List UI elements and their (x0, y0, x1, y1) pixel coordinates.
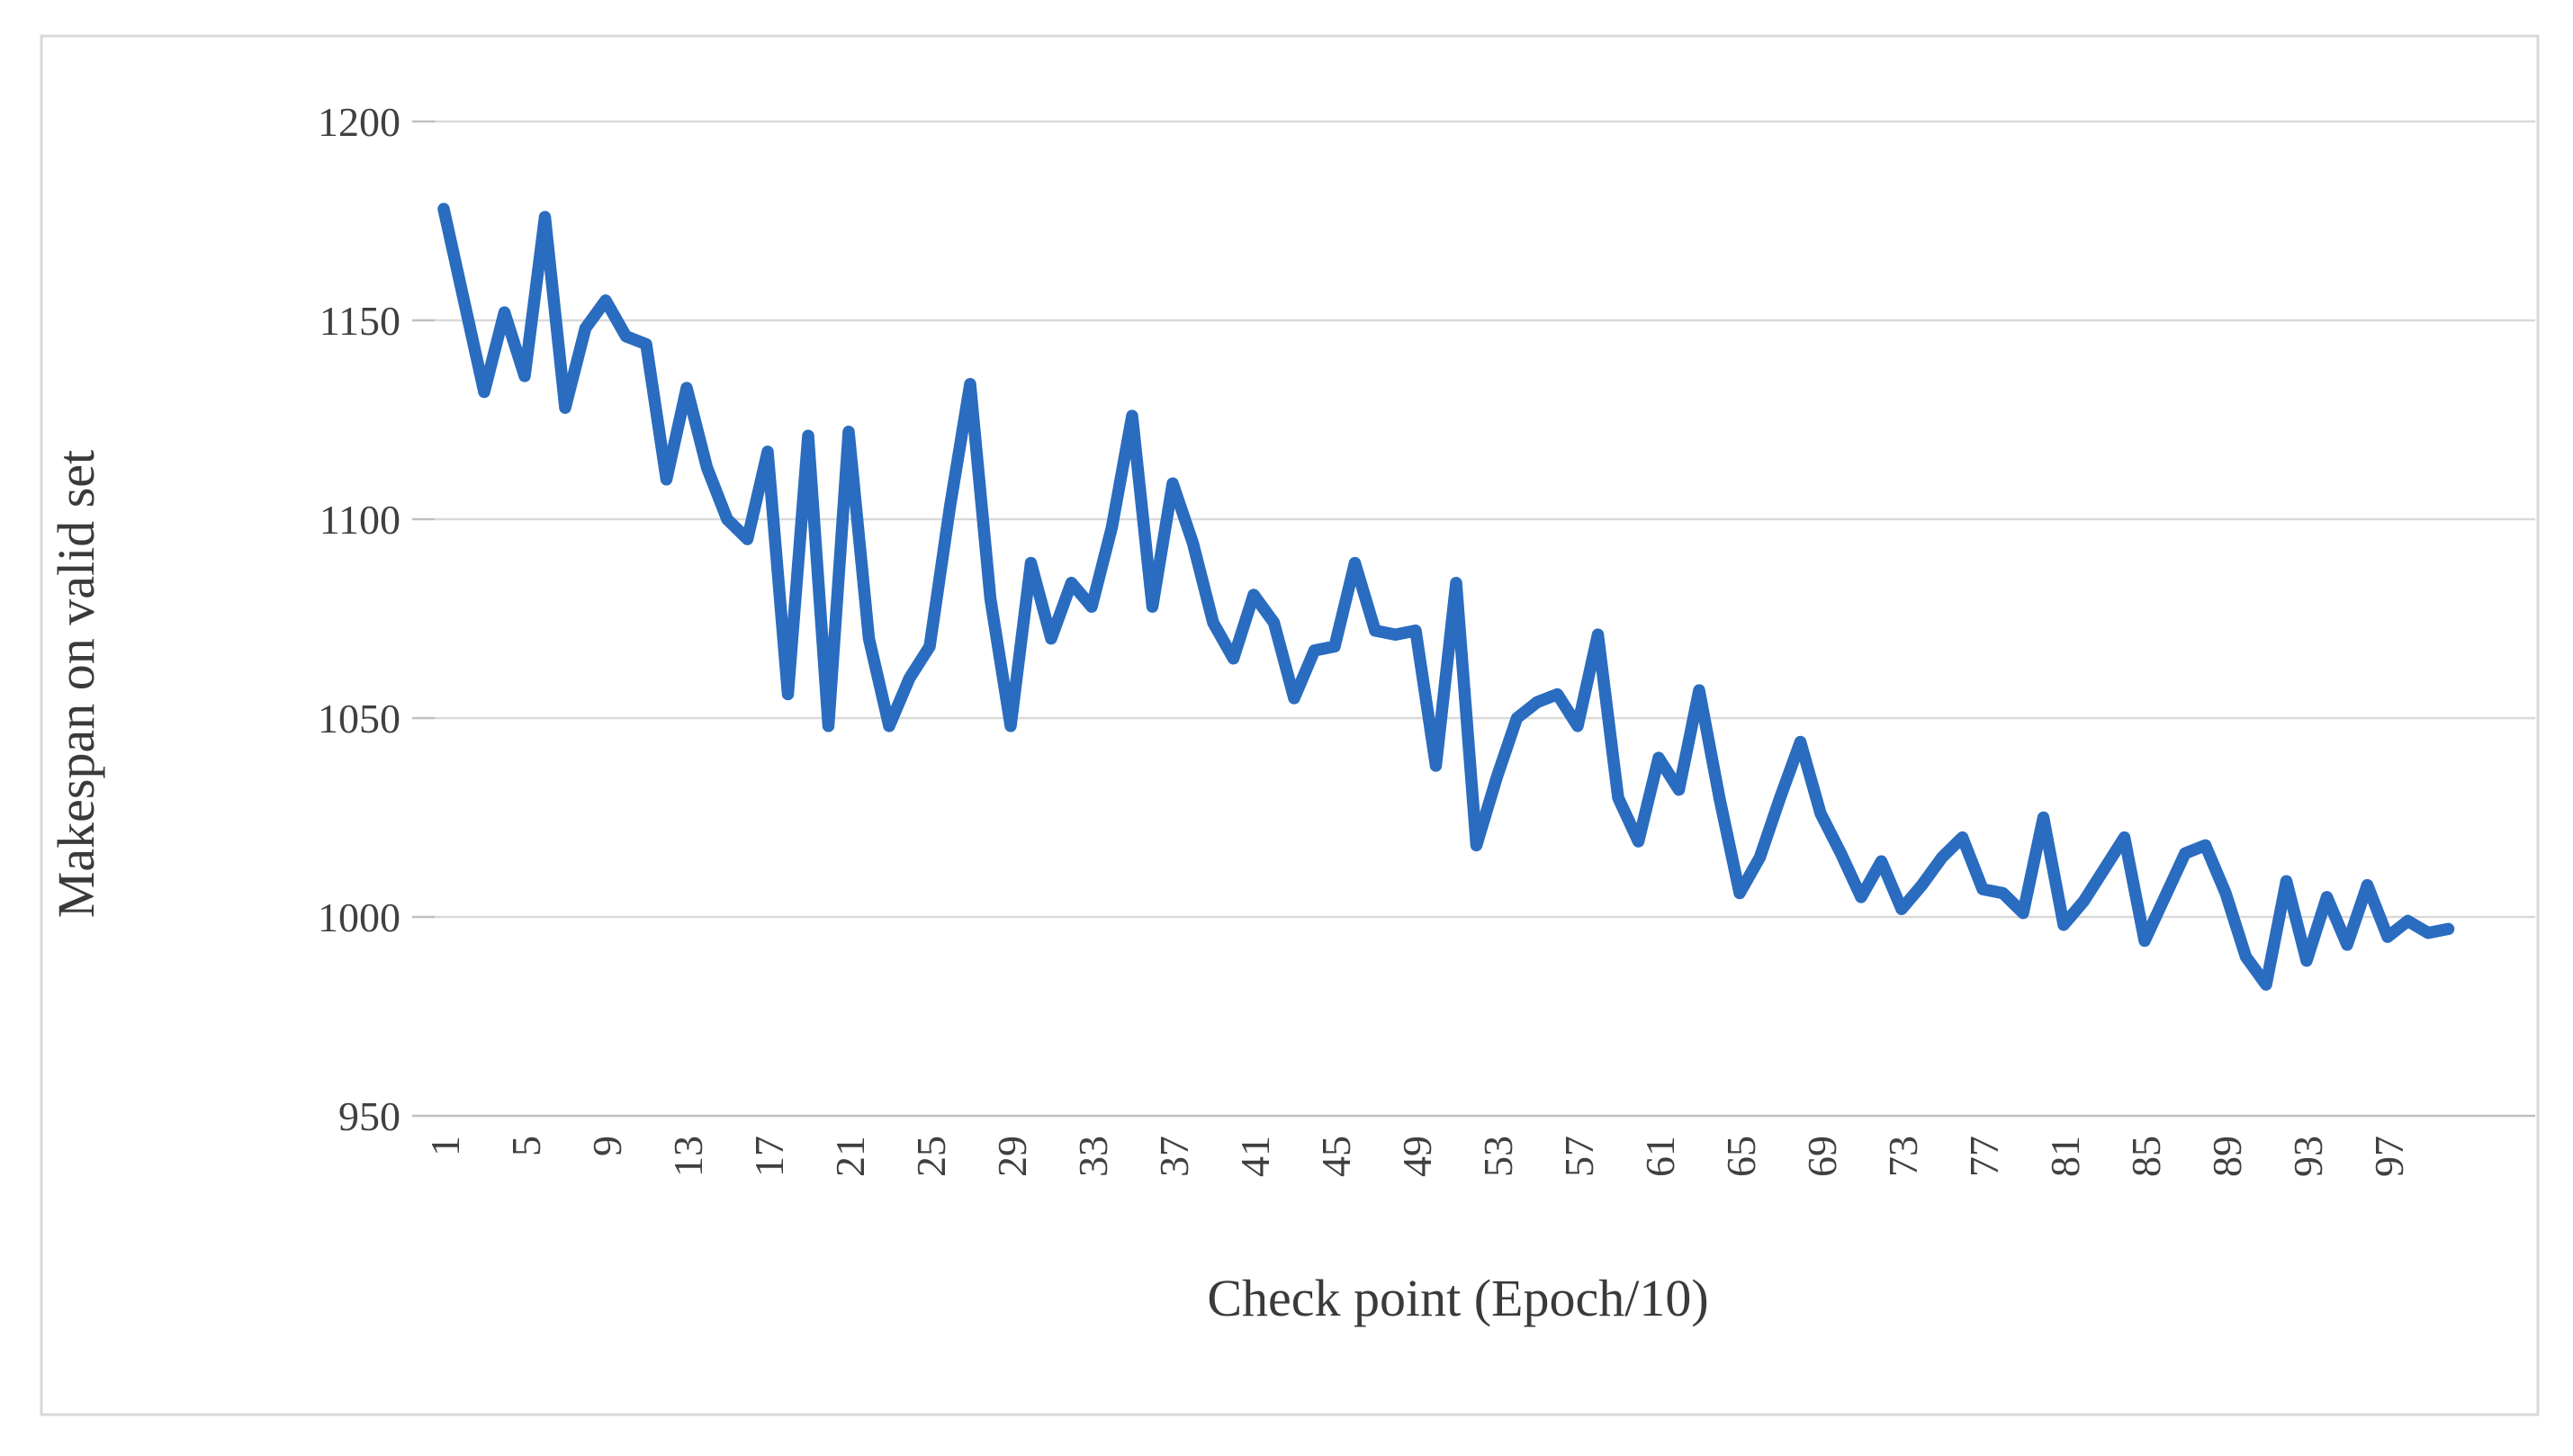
x-tick-label-65: 65 (1718, 1136, 1764, 1177)
x-tick-label-41: 41 (1232, 1136, 1278, 1177)
y-tick-label-1150: 1150 (319, 298, 400, 344)
y-tick-label-1050: 1050 (318, 696, 400, 741)
x-tick-label-89: 89 (2204, 1136, 2250, 1177)
y-axis-tick-labels: 1200 1150 1100 1050 1000 950 (318, 99, 400, 1139)
x-tick-label-5: 5 (503, 1136, 549, 1156)
x-tick-label-9: 9 (584, 1136, 630, 1156)
y-axis-title: Makespan on valid set (47, 450, 105, 918)
y-tick-label-1100: 1100 (319, 497, 400, 543)
x-tick-label-93: 93 (2285, 1136, 2331, 1177)
y-tick-label-950: 950 (338, 1093, 400, 1139)
y-tick-label-1200: 1200 (318, 99, 400, 145)
x-tick-label-81: 81 (2042, 1136, 2088, 1177)
x-tick-label-77: 77 (1961, 1136, 2007, 1177)
x-tick-label-57: 57 (1556, 1136, 1602, 1177)
figure-border (40, 34, 2540, 1416)
x-tick-label-1: 1 (422, 1136, 468, 1156)
y-tick-label-1000: 1000 (318, 894, 400, 940)
x-tick-label-85: 85 (2123, 1136, 2169, 1177)
x-axis-title: Check point (Epoch/10) (1207, 1269, 1708, 1327)
x-tick-label-69: 69 (1799, 1136, 1845, 1177)
x-tick-label-53: 53 (1475, 1136, 1521, 1177)
y-axis-ticks (412, 120, 435, 1118)
x-tick-label-13: 13 (665, 1136, 711, 1177)
x-tick-label-97: 97 (2366, 1136, 2412, 1177)
gridlines (435, 120, 2535, 1118)
x-tick-label-25: 25 (908, 1136, 954, 1177)
x-tick-label-49: 49 (1394, 1136, 1440, 1177)
x-tick-label-61: 61 (1637, 1136, 1683, 1177)
x-tick-label-17: 17 (746, 1136, 792, 1177)
x-axis-tick-labels: 1 5 9 13 17 21 25 29 33 37 41 45 49 53 57 61 65 69 73 77 81 8… (422, 1136, 2412, 1177)
series-line-makespan (437, 202, 2455, 991)
x-tick-label-45: 45 (1313, 1136, 1359, 1177)
x-tick-label-29: 29 (989, 1136, 1035, 1177)
x-tick-label-21: 21 (827, 1136, 873, 1177)
x-tick-label-37: 37 (1151, 1136, 1197, 1177)
x-tick-label-33: 33 (1070, 1136, 1116, 1177)
x-tick-label-73: 73 (1880, 1136, 1926, 1177)
